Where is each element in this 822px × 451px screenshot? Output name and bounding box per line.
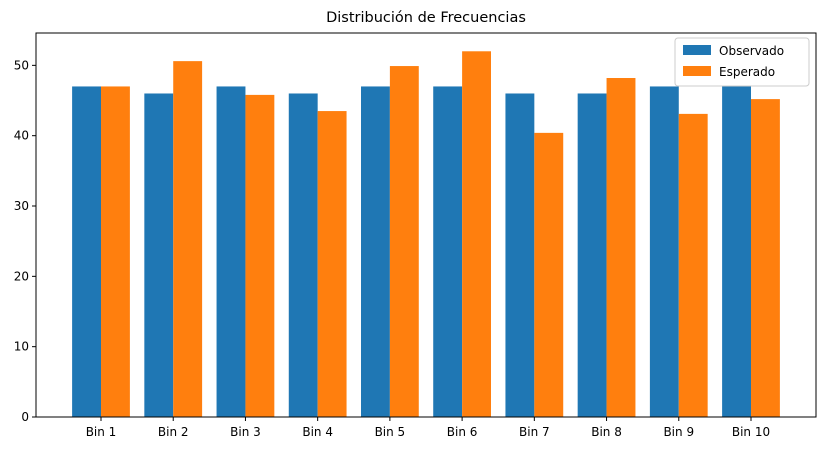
x-tick-label: Bin 6 <box>447 425 478 439</box>
x-tick-label: Bin 9 <box>663 425 694 439</box>
bar-observado-6 <box>433 86 463 417</box>
bar-observado-8 <box>577 93 607 417</box>
legend: Observado Esperado <box>674 37 810 87</box>
y-tick-label: 30 <box>14 199 29 213</box>
bar-esperado-1 <box>101 86 130 417</box>
bar-esperado-7 <box>534 132 564 417</box>
bar-esperado-4 <box>317 111 347 418</box>
x-tick-label: Bin 1 <box>86 425 117 439</box>
legend-label-observado: Observado <box>719 44 784 58</box>
bar-esperado-2 <box>173 61 203 417</box>
x-tick-label: Bin 4 <box>302 425 333 439</box>
chart-title: Distribución de Frecuencias <box>326 10 526 26</box>
bar-esperado-6 <box>462 51 491 418</box>
bar-observado-5 <box>361 86 390 417</box>
x-tick-label: Bin 8 <box>591 425 622 439</box>
y-tick-label: 50 <box>14 58 29 72</box>
x-tick-label: Bin 3 <box>230 425 261 439</box>
bar-observado-1 <box>72 86 101 417</box>
bar-observado-3 <box>216 86 246 417</box>
bar-esperado-3 <box>245 94 275 417</box>
bar-observado-9 <box>649 86 679 417</box>
plot-frame <box>35 32 817 418</box>
x-tick-label: Bin 2 <box>158 425 189 439</box>
bar-observado-2 <box>144 93 174 417</box>
legend-swatch-esperado <box>683 66 711 76</box>
y-tick-label: 0 <box>21 410 29 424</box>
x-tick-label: Bin 7 <box>519 425 550 439</box>
bar-esperado-8 <box>606 78 636 417</box>
bar-observado-7 <box>505 93 535 417</box>
x-tick-label: Bin 5 <box>375 425 406 439</box>
bar-observado-4 <box>288 93 318 417</box>
bar-esperado-5 <box>389 66 419 418</box>
legend-swatch-observado <box>683 45 711 55</box>
x-tick-label: Bin 10 <box>732 425 770 439</box>
bar-esperado-10 <box>751 99 780 417</box>
bar-esperado-9 <box>678 113 708 417</box>
y-tick-label: 20 <box>14 269 29 283</box>
bars-layer <box>72 51 780 418</box>
legend-label-esperado: Esperado <box>719 65 775 79</box>
y-tick-label: 10 <box>14 340 29 354</box>
bar-observado-10 <box>722 86 751 417</box>
y-tick-label: 40 <box>14 129 29 143</box>
x-axis: Bin 1 Bin 2 Bin 3 Bin 4 Bin 5 Bin 6 Bin 7 Bin 8… <box>86 417 770 439</box>
y-axis: 0 10 20 30 40 50 <box>14 58 36 424</box>
